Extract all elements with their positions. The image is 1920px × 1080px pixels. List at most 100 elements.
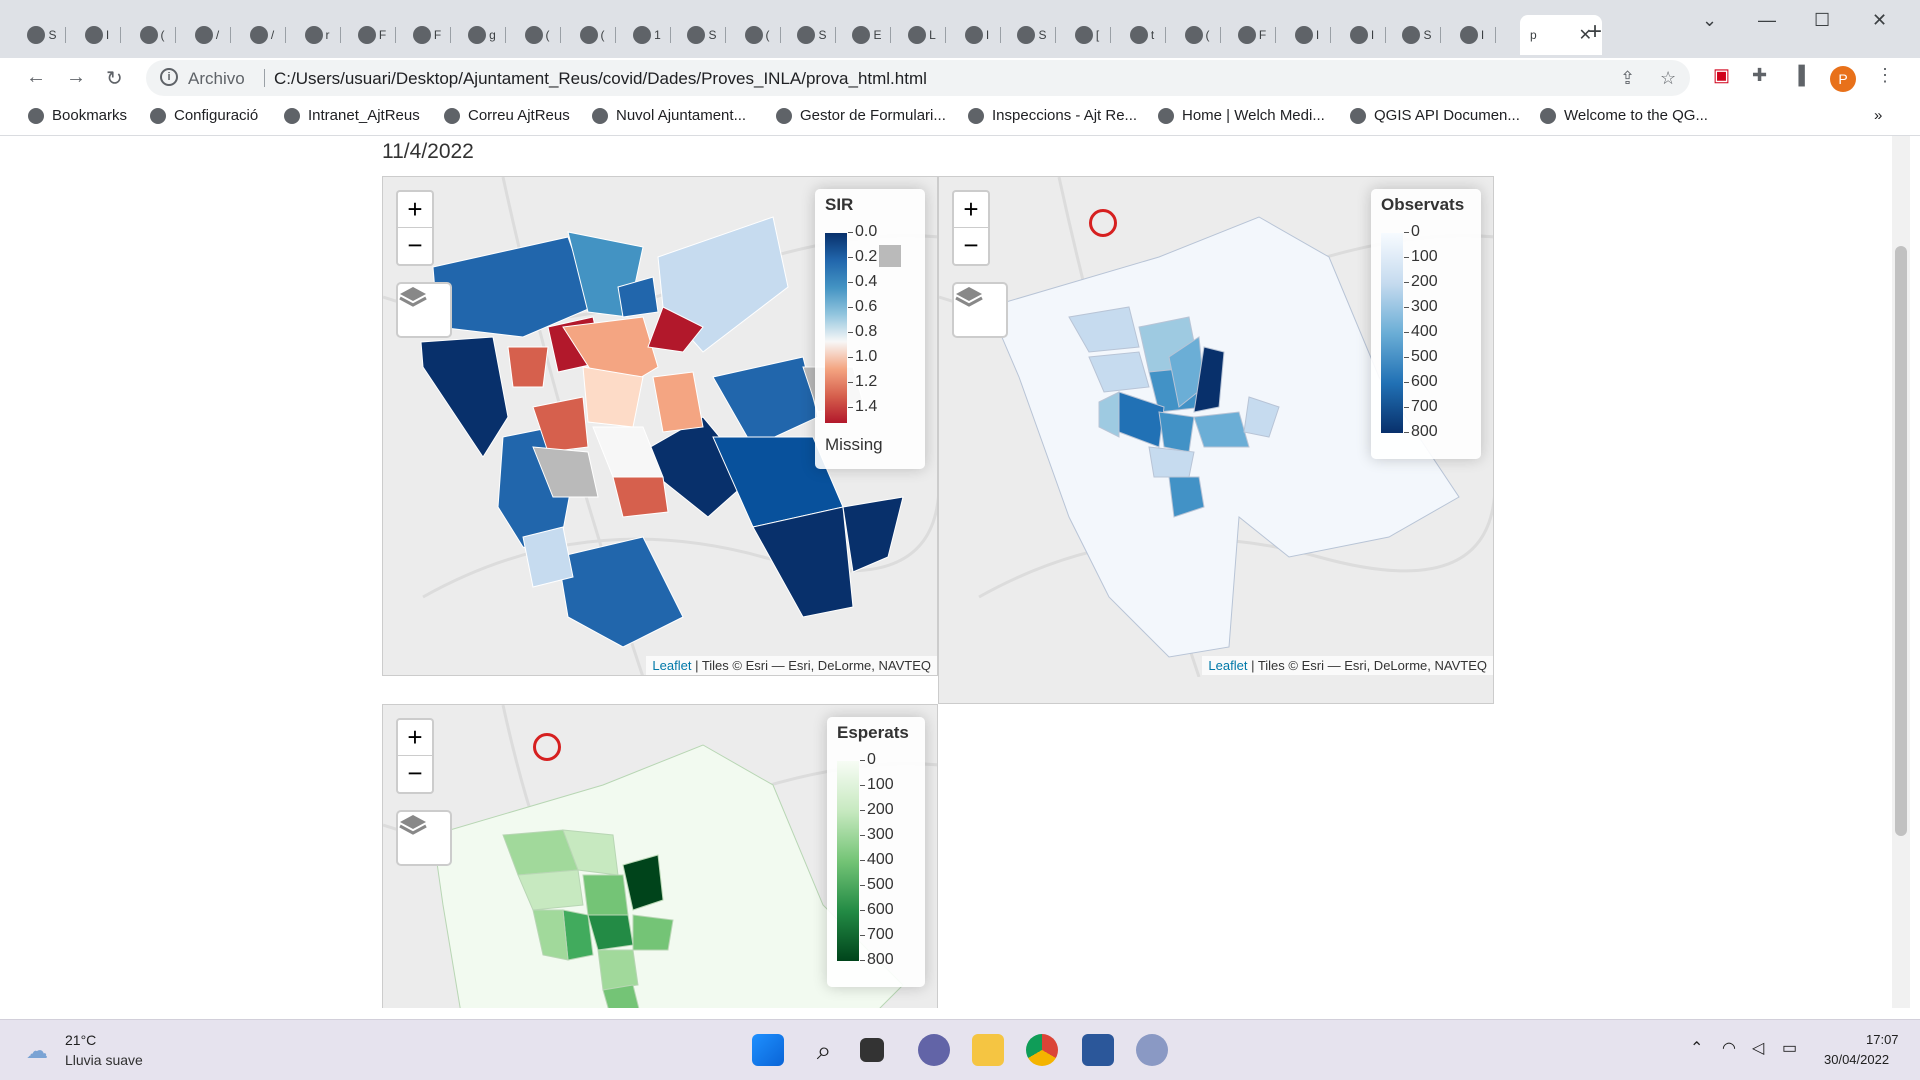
- browser-tab[interactable]: S: [1393, 15, 1441, 55]
- browser-tab[interactable]: I: [73, 15, 121, 55]
- browser-tab[interactable]: I: [1448, 15, 1496, 55]
- r-app-icon[interactable]: [1136, 1034, 1168, 1066]
- sir-legend-gradient: [825, 233, 847, 423]
- extensions-puzzle-icon[interactable]: ✚: [1752, 65, 1768, 85]
- bookmark-item[interactable]: Inspeccions - Ajt Re...: [968, 107, 1137, 124]
- tab-search-icon[interactable]: ⌄: [1702, 10, 1718, 30]
- weather-temperature[interactable]: 21°C: [65, 1032, 97, 1048]
- address-bar[interactable]: i Archivo C:/Users/usuari/Desktop/Ajunta…: [146, 60, 1690, 96]
- reload-icon[interactable]: ↻: [106, 68, 123, 90]
- clock-time[interactable]: 17:07: [1866, 1032, 1899, 1047]
- bookmark-item[interactable]: QGIS API Documen...: [1350, 107, 1520, 124]
- tab-separator: [615, 27, 616, 43]
- layers-icon[interactable]: [396, 282, 452, 338]
- clock-date[interactable]: 30/04/2022: [1824, 1052, 1890, 1067]
- start-icon[interactable]: [752, 1034, 784, 1066]
- bookmark-label: Intranet_AjtReus: [308, 107, 420, 124]
- weather-icon[interactable]: ☁: [26, 1038, 48, 1063]
- task-view-icon[interactable]: [860, 1038, 884, 1062]
- browser-tab[interactable]: S: [18, 15, 66, 55]
- minimize-button[interactable]: —: [1758, 10, 1776, 30]
- info-icon[interactable]: i: [160, 68, 178, 86]
- bookmark-item[interactable]: Correu AjtReus: [444, 107, 570, 124]
- bookmark-label: Configuració: [174, 107, 259, 124]
- battery-icon[interactable]: ▭: [1782, 1040, 1798, 1057]
- browser-tab[interactable]: (: [513, 15, 561, 55]
- bookmark-item[interactable]: Bookmarks: [28, 107, 127, 124]
- page-scrollbar[interactable]: [1892, 136, 1910, 1008]
- browser-tab[interactable]: S: [1008, 15, 1056, 55]
- browser-tab[interactable]: /: [183, 15, 231, 55]
- browser-tab[interactable]: F: [403, 15, 451, 55]
- menu-kebab-icon[interactable]: ⋮: [1876, 65, 1894, 85]
- volume-icon[interactable]: ◁: [1752, 1040, 1765, 1057]
- observats-map[interactable]: + − Observats 0 100 200 300 400 500 600 700 800 …: [938, 176, 1494, 704]
- browser-tab[interactable]: t: [1118, 15, 1166, 55]
- share-icon[interactable]: ⇪: [1620, 68, 1636, 88]
- browser-tab[interactable]: r: [293, 15, 341, 55]
- tray-overflow-icon[interactable]: ⌃: [1690, 1040, 1704, 1057]
- bookmark-item[interactable]: Nuvol Ajuntament...: [592, 107, 746, 124]
- scrollbar-thumb[interactable]: [1895, 246, 1907, 836]
- browser-tab[interactable]: S: [678, 15, 726, 55]
- file-explorer-icon[interactable]: [972, 1034, 1004, 1066]
- browser-tab[interactable]: E: [843, 15, 891, 55]
- bookmark-item[interactable]: Configuració: [150, 107, 258, 124]
- bookmark-item[interactable]: Gestor de Formulari...: [776, 107, 946, 124]
- layers-icon[interactable]: [952, 282, 1008, 338]
- browser-tab[interactable]: (: [128, 15, 176, 55]
- bookmarks-overflow-icon[interactable]: »: [1874, 107, 1883, 124]
- bookmark-label: QGIS API Documen...: [1374, 107, 1520, 124]
- extension-red-icon[interactable]: ▣: [1713, 65, 1731, 85]
- tab-separator: [1275, 27, 1276, 43]
- bookmark-item[interactable]: Home | Welch Medi...: [1158, 107, 1325, 124]
- bookmark-favicon-icon: [1158, 107, 1174, 124]
- bookmark-item[interactable]: Intranet_AjtReus: [284, 107, 420, 124]
- browser-tab[interactable]: I: [1283, 15, 1331, 55]
- zoom-in-button[interactable]: +: [398, 192, 432, 228]
- zoom-out-button[interactable]: −: [963, 230, 979, 260]
- legend-tick-label: 200: [1404, 273, 1438, 290]
- browser-tab[interactable]: [: [1063, 15, 1111, 55]
- browser-tab[interactable]: S: [788, 15, 836, 55]
- zoom-in-button[interactable]: +: [398, 720, 432, 756]
- browser-tab[interactable]: (: [733, 15, 781, 55]
- close-tab-icon[interactable]: ✕: [1578, 27, 1592, 44]
- browser-tab[interactable]: F: [348, 15, 396, 55]
- layers-icon[interactable]: [396, 810, 452, 866]
- sir-map[interactable]: + − SIR 0.0 0.2 0.4 0.6 0.8 1.0 1.2 1.4 Missing…: [382, 176, 938, 676]
- esperats-map[interactable]: + − Esperats 0 100 200 300 400 500 600 700 800: [382, 704, 938, 1008]
- zoom-out-button[interactable]: −: [407, 230, 423, 260]
- leaflet-link[interactable]: Leaflet: [1208, 658, 1248, 673]
- browser-tab[interactable]: g: [458, 15, 506, 55]
- new-tab-button[interactable]: +: [1588, 18, 1603, 45]
- browser-tab[interactable]: I: [953, 15, 1001, 55]
- close-window-button[interactable]: ✕: [1872, 10, 1888, 30]
- browser-tab[interactable]: L: [898, 15, 946, 55]
- browser-tab[interactable]: 1: [623, 15, 671, 55]
- search-icon[interactable]: ⌕: [816, 1035, 832, 1065]
- browser-tab[interactable]: (: [568, 15, 616, 55]
- leaflet-link[interactable]: Leaflet: [652, 658, 692, 673]
- active-tab[interactable]: p ✕: [1520, 15, 1602, 55]
- browser-tab[interactable]: I: [1338, 15, 1386, 55]
- back-icon[interactable]: ←: [26, 66, 46, 88]
- forward-icon[interactable]: →: [66, 66, 86, 88]
- browser-tab[interactable]: (: [1173, 15, 1221, 55]
- wifi-icon[interactable]: ◠: [1722, 1040, 1736, 1057]
- word-icon[interactable]: [1082, 1034, 1114, 1066]
- profile-avatar[interactable]: P: [1830, 66, 1856, 92]
- browser-tab[interactable]: /: [238, 15, 286, 55]
- side-panel-icon[interactable]: ▐: [1792, 65, 1805, 85]
- zoom-out-button[interactable]: −: [407, 758, 423, 788]
- chat-icon[interactable]: [918, 1034, 950, 1066]
- bookmark-star-icon[interactable]: ☆: [1660, 68, 1677, 88]
- browser-tab[interactable]: F: [1228, 15, 1276, 55]
- weather-description[interactable]: Lluvia suave: [65, 1052, 143, 1068]
- zoom-in-button[interactable]: +: [954, 192, 988, 228]
- maximize-button[interactable]: ☐: [1814, 10, 1831, 30]
- tab-favicon-icon: [687, 26, 706, 44]
- chrome-icon[interactable]: [1026, 1034, 1058, 1066]
- address-url[interactable]: C:/Users/usuari/Desktop/Ajuntament_Reus/…: [274, 69, 927, 88]
- bookmark-item[interactable]: Welcome to the QG...: [1540, 107, 1708, 124]
